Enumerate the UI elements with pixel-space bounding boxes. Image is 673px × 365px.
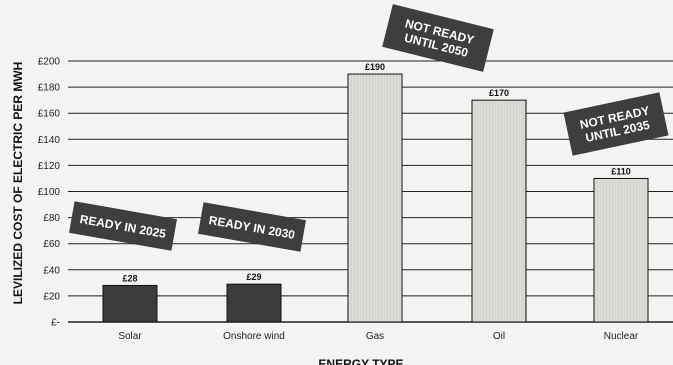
y-tick-label: £200 <box>38 57 61 68</box>
x-tick-label: Onshore wind <box>223 331 285 342</box>
annotation-stamp: READY IN 2030 <box>198 202 306 252</box>
y-tick-label: £60 <box>43 239 60 250</box>
x-tick-label: Nuclear <box>604 331 639 342</box>
data-label: £28 <box>122 273 137 283</box>
bar-oil <box>471 99 527 323</box>
data-label: £29 <box>246 272 261 282</box>
data-label: £110 <box>611 166 631 176</box>
bars <box>102 73 649 323</box>
x-tick-label: Gas <box>366 331 384 342</box>
annotation-box <box>563 92 669 156</box>
bar-onshore-wind <box>226 283 282 323</box>
x-axis-title: ENERGY TYPE <box>318 357 403 365</box>
y-axis-title: LEVILIZED COST OF ELECTRIC PER MWH <box>11 62 25 305</box>
bar-solar <box>102 284 158 323</box>
y-tick-label: £40 <box>43 265 60 276</box>
annotation-box <box>198 202 306 252</box>
labels: £- £20 £40 £60 £80 £100 £120 £140 £160 £180 £200 £2… <box>38 57 639 343</box>
y-tick-label: £180 <box>38 83 61 94</box>
y-tick-label: £80 <box>43 213 60 224</box>
bar-gas <box>347 73 403 323</box>
y-tick-label: £- <box>51 318 60 329</box>
bar-nuclear <box>593 177 649 323</box>
data-label: £170 <box>489 88 509 98</box>
annotation-box <box>69 201 177 251</box>
y-tick-label: £140 <box>38 135 61 146</box>
x-tick-label: Solar <box>118 331 142 342</box>
y-tick-label: £20 <box>43 291 60 302</box>
y-tick-label: £120 <box>38 161 61 172</box>
annotations: READY IN 2025 READY IN 2030 NOT READYUNTIL… <box>69 4 669 252</box>
annotation-box <box>382 4 494 72</box>
annotation-stamp: READY IN 2025 <box>69 201 177 251</box>
y-tick-label: £100 <box>38 187 61 198</box>
x-tick-label: Oil <box>493 331 505 342</box>
data-label: £190 <box>365 62 385 72</box>
y-tick-label: £160 <box>38 109 61 120</box>
